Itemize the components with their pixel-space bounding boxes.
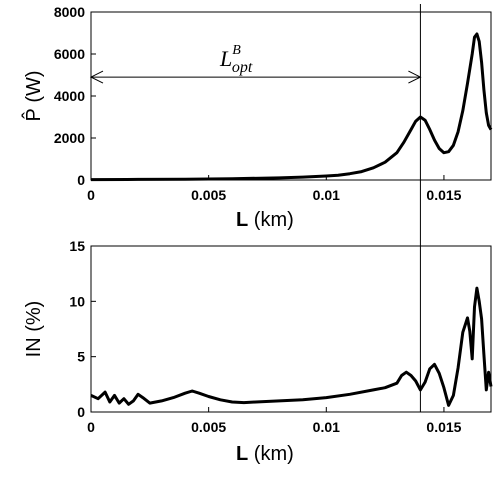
- y-tick-label: 0: [77, 404, 85, 420]
- x-tick-label: 0.005: [191, 419, 226, 435]
- y-tick-label: 8000: [54, 4, 85, 20]
- plot-frame: [90, 11, 492, 181]
- x-axis-label: L (km): [236, 443, 294, 465]
- series-line: [90, 286, 493, 407]
- x-tick-label: 0.015: [426, 419, 461, 435]
- x-tick-label: 0.01: [313, 419, 340, 435]
- y-tick-label: 5: [77, 349, 85, 365]
- y-tick-label: 6000: [54, 46, 85, 62]
- annotation-label: LB opt: [219, 43, 253, 76]
- x-tick-label: 0.015: [426, 187, 461, 203]
- y-tick-label: 2000: [54, 130, 85, 146]
- x-tick-label: 0: [87, 187, 95, 203]
- x-tick-label: 0.005: [191, 187, 226, 203]
- y-tick-label: 0: [77, 172, 85, 188]
- x-axis-label: L (km): [236, 209, 294, 231]
- in-panel: 0 5 10 15 0 0.005 0.01 0.015 L (km) IN (%): [23, 238, 493, 465]
- y-tick-label: 4000: [54, 88, 85, 104]
- annotation: LB opt: [89, 43, 422, 84]
- arrow-head-left: [89, 70, 104, 84]
- plot-frame: [90, 245, 492, 413]
- x-tick-label: 0.01: [313, 187, 340, 203]
- y-axis-ticks: 0 5 10 15: [69, 238, 96, 420]
- y-axis-ticks: 0 2000 4000 6000 8000: [54, 4, 96, 188]
- series-line: [90, 32, 493, 182]
- y-axis-label: IN (%): [23, 301, 45, 358]
- x-axis-ticks: 0 0.005 0.01 0.015: [87, 407, 462, 435]
- y-axis-label: P̂ (W): [22, 70, 45, 121]
- x-tick-label: 0: [87, 419, 95, 435]
- y-tick-label: 15: [69, 238, 85, 254]
- y-tick-label: 10: [69, 293, 85, 309]
- x-axis-ticks: 0 0.005 0.01 0.015: [87, 175, 462, 203]
